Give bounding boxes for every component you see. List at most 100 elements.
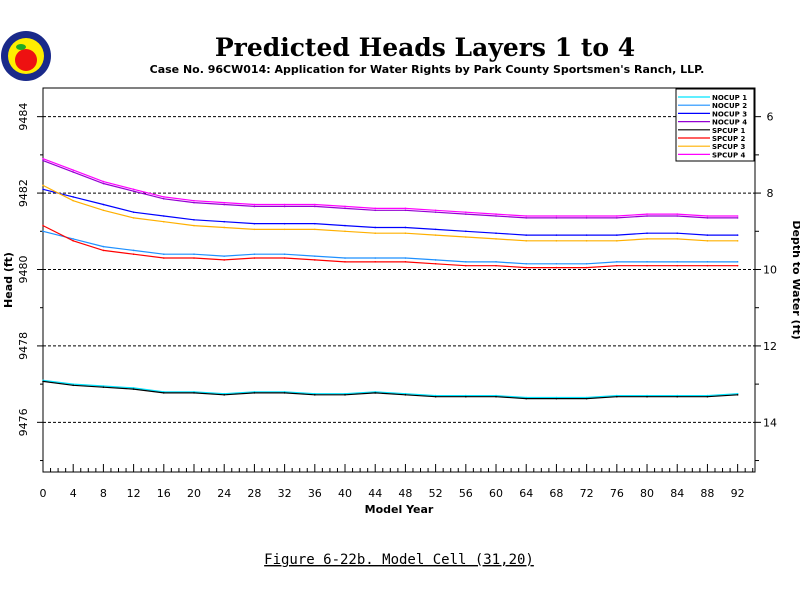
data-point (163, 253, 165, 256)
data-point (555, 217, 558, 219)
data-point (344, 392, 346, 395)
data-point (465, 264, 467, 267)
series-line-spcup-1 (42, 380, 738, 400)
data-point (42, 230, 44, 233)
data-point (253, 253, 256, 256)
legend-box (675, 88, 755, 162)
x-tick-label: 88 (700, 487, 714, 500)
data-point (193, 253, 195, 256)
data-point (555, 234, 558, 236)
data-point (736, 240, 739, 242)
data-point (223, 220, 226, 223)
data-point (132, 387, 135, 389)
data-point (404, 392, 407, 395)
data-point (736, 394, 739, 396)
data-point (223, 201, 226, 204)
data-point (676, 232, 679, 234)
series-line-spcup-4 (42, 158, 738, 217)
data-point (314, 392, 316, 395)
y-tick-label: 9480 (17, 255, 30, 283)
data-point (616, 234, 618, 236)
legend-label: SPCUP 4 (712, 151, 746, 159)
data-point (374, 209, 377, 212)
data-point (163, 392, 165, 394)
chart-subtitle: Case No. 96CW014: Application for Water … (150, 63, 705, 76)
data-point (163, 196, 165, 198)
data-point (374, 232, 377, 234)
data-point (102, 386, 105, 388)
data-point (434, 234, 437, 236)
data-point (102, 385, 105, 387)
data-point (132, 253, 135, 256)
data-point (676, 238, 679, 240)
data-point (495, 232, 497, 234)
data-point (676, 261, 679, 263)
data-point (404, 261, 407, 263)
data-point (404, 257, 407, 259)
data-point (495, 213, 497, 215)
data-point (132, 190, 135, 192)
data-point (585, 217, 588, 219)
data-point (555, 262, 558, 265)
data-point (585, 266, 588, 269)
x-tick-label: 72 (580, 487, 594, 500)
data-point (555, 396, 558, 399)
data-point (344, 257, 346, 259)
data-point (465, 213, 467, 215)
series-line-nocup-3 (42, 188, 738, 236)
x-tick-label: 60 (489, 487, 503, 500)
data-point (283, 228, 286, 231)
data-point (495, 264, 497, 267)
data-point (706, 264, 709, 267)
data-point (314, 228, 316, 231)
legend-label: NOCUP 2 (712, 102, 747, 110)
data-point (223, 392, 226, 395)
data-point (495, 394, 497, 397)
x-tick-label: 36 (308, 487, 322, 500)
data-point (646, 215, 648, 217)
data-point (163, 390, 165, 393)
data-point (223, 255, 226, 257)
data-point (374, 257, 377, 259)
y-tick-label-right: 8 (767, 187, 774, 200)
data-point (646, 395, 648, 398)
data-point (223, 226, 226, 229)
data-point (193, 199, 195, 202)
data-point (706, 215, 709, 217)
data-point (223, 259, 226, 261)
y-tick-label: 9476 (17, 408, 30, 436)
data-point (314, 205, 316, 208)
data-point (72, 384, 75, 387)
data-point (525, 266, 528, 269)
data-point (314, 394, 316, 396)
x-tick-label: 44 (368, 487, 382, 500)
x-tick-label: 8 (100, 487, 107, 500)
data-point (646, 213, 648, 215)
legend-label: NOCUP 1 (712, 94, 747, 102)
y-tick-label: 9484 (17, 103, 30, 131)
data-point (585, 234, 588, 236)
x-tick-label: 56 (459, 487, 473, 500)
y-tick-label: 9478 (17, 332, 30, 360)
data-point (223, 203, 226, 206)
data-point (314, 222, 316, 225)
data-point (736, 392, 739, 395)
data-point (676, 394, 679, 397)
data-point (374, 207, 377, 210)
data-point (676, 213, 679, 215)
legend-label: SPCUP 3 (712, 143, 746, 151)
x-tick-label: 92 (731, 487, 745, 500)
data-point (706, 240, 709, 242)
data-point (314, 255, 316, 257)
legend-label: SPCUP 2 (712, 135, 746, 143)
data-point (253, 257, 256, 259)
data-point (465, 394, 467, 397)
data-point (525, 397, 528, 400)
logo (1, 31, 51, 81)
data-point (163, 220, 165, 223)
x-axis-label: Model Year (365, 503, 434, 516)
data-point (585, 262, 588, 265)
data-point (42, 157, 44, 160)
data-point (434, 209, 437, 212)
x-tick-label: 24 (217, 487, 231, 500)
